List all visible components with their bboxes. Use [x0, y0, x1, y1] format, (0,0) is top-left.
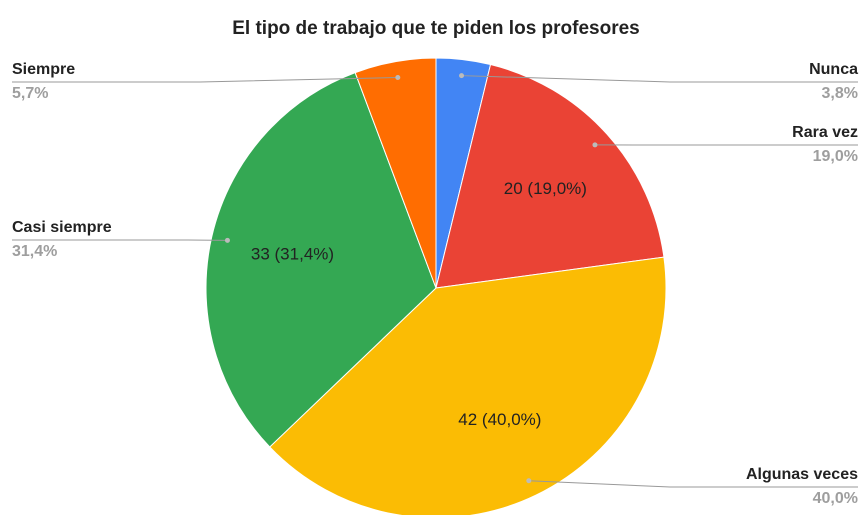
leader-dot [526, 478, 532, 484]
leader-dot [459, 73, 465, 79]
pie-slice [205, 72, 437, 448]
legend-label: Casi siempre [12, 219, 112, 236]
share-label: 3,8% [822, 85, 858, 102]
leader-line [12, 77, 398, 83]
leader-dot [224, 237, 230, 243]
share-label: 19,0% [813, 148, 858, 165]
leader-dot [395, 75, 401, 81]
pie-slice [354, 57, 437, 289]
legend-label: Rara vez [792, 124, 858, 141]
pie-slice [435, 63, 665, 289]
leader-line [461, 75, 858, 83]
legend-label: Nunca [809, 61, 858, 78]
legend-label: Algunas veces [746, 466, 858, 483]
chart-title: El tipo de trabajo que te piden los prof… [232, 18, 640, 39]
slice-label: 42 (40,0%) [458, 410, 541, 429]
slice-label: 33 (31,4%) [251, 245, 334, 264]
share-label: 40,0% [813, 490, 858, 507]
share-label: 31,4% [12, 243, 57, 260]
slice-label: 20 (19,0%) [504, 179, 587, 198]
leader-line [528, 480, 858, 488]
pie-slice [269, 256, 667, 515]
legend-label: Siempre [12, 61, 75, 78]
share-label: 5,7% [12, 85, 48, 102]
leader-dot [592, 142, 598, 148]
